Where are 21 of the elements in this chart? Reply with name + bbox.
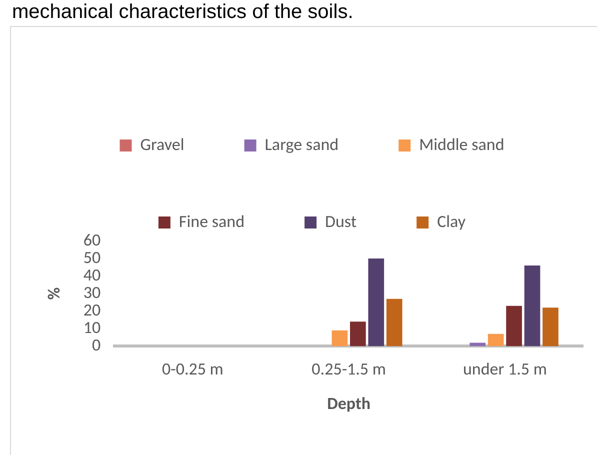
legend-label: Middle sand: [419, 134, 504, 155]
bar: [524, 266, 540, 346]
chart-title: mechanical characteristics of the soils.: [11, 0, 354, 24]
legend-label: Dust: [325, 210, 357, 232]
legend-label: Fine sand: [178, 210, 245, 232]
bar: [470, 342, 486, 346]
bar: [488, 334, 504, 346]
bar: [506, 306, 522, 346]
bar: [332, 330, 348, 346]
x-tick-label: under 1.5 m: [462, 358, 547, 380]
bar: [368, 258, 384, 346]
bar: [542, 308, 558, 346]
legend-label: Clay: [437, 210, 466, 232]
x-axis-title: Depth: [327, 393, 370, 414]
x-tick-label: 0.25-1.5 m: [312, 358, 386, 380]
bar: [350, 322, 366, 346]
y-axis-title: %: [43, 287, 64, 300]
legend-label: Gravel: [140, 134, 184, 155]
x-tick-label: 0-0.25 m: [162, 358, 224, 380]
legend-label: Large sand: [264, 134, 339, 155]
bar: [386, 298, 402, 346]
